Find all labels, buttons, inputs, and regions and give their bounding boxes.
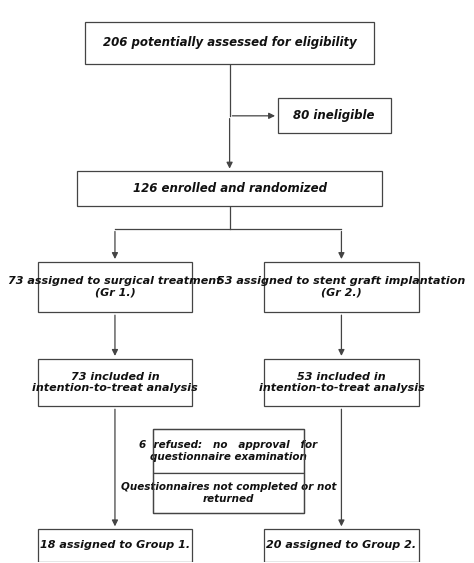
FancyBboxPatch shape [264,262,419,312]
Text: 18 assigned to Group 1.: 18 assigned to Group 1. [40,540,190,551]
FancyBboxPatch shape [77,171,383,206]
Text: 53 included in
intention-to-treat analysis: 53 included in intention-to-treat analys… [258,372,424,394]
Text: 73 included in
intention-to-treat analysis: 73 included in intention-to-treat analys… [32,372,198,394]
Text: Questionnaires not completed or not
returned: Questionnaires not completed or not retu… [121,482,336,504]
Text: 206 potentially assessed for eligibility: 206 potentially assessed for eligibility [103,37,356,50]
FancyBboxPatch shape [37,262,192,312]
FancyBboxPatch shape [37,529,192,562]
Text: 80 ineligible: 80 ineligible [293,109,375,122]
Text: 6  refused:   no   approval   for
questionnaire examination: 6 refused: no approval for questionnaire… [139,440,318,462]
Text: 73 assigned to surgical treatment
(Gr 1.): 73 assigned to surgical treatment (Gr 1.… [8,276,222,298]
FancyBboxPatch shape [153,429,304,473]
FancyBboxPatch shape [264,529,419,562]
Text: 126 enrolled and randomized: 126 enrolled and randomized [133,182,327,195]
FancyBboxPatch shape [153,473,304,513]
FancyBboxPatch shape [264,359,419,406]
Text: 20 assigned to Group 2.: 20 assigned to Group 2. [266,540,417,551]
FancyBboxPatch shape [278,99,391,133]
FancyBboxPatch shape [37,359,192,406]
FancyBboxPatch shape [85,22,374,64]
Text: 53 assigned to stent graft implantation
(Gr 2.): 53 assigned to stent graft implantation … [217,276,465,298]
